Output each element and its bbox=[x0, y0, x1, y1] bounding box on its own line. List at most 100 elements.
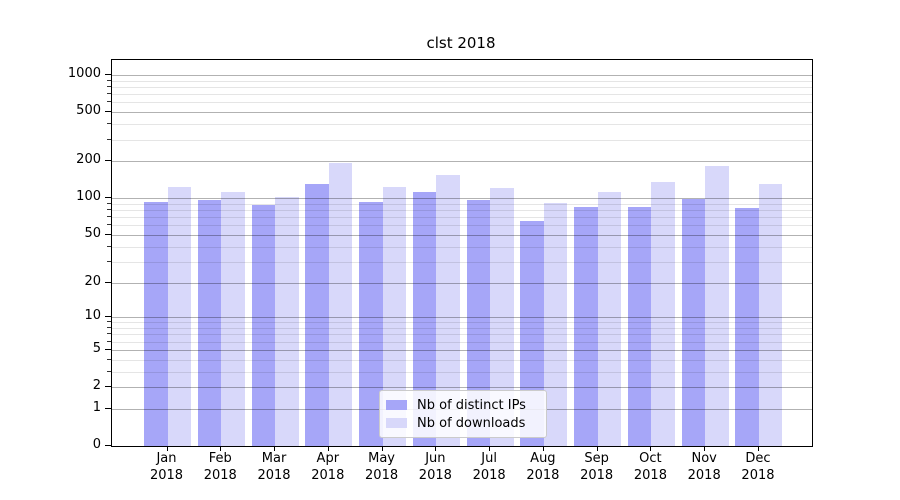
bar-distinct-ips-dec bbox=[735, 208, 759, 446]
x-tick-month-text: Oct bbox=[639, 451, 662, 466]
y-minor-tick-mark-8 bbox=[107, 327, 111, 328]
y-tick-label-2: 2 bbox=[92, 378, 101, 393]
bar-distinct-ips-jun bbox=[412, 192, 437, 446]
x-tick-year-text: 2018 bbox=[418, 468, 452, 483]
minor-gridline-60 bbox=[112, 225, 812, 227]
x-tick-month-text: Apr bbox=[316, 451, 340, 466]
x-tick-year-text: 2018 bbox=[365, 468, 399, 483]
x-tick-mark-may bbox=[381, 446, 383, 451]
x-tick-month-text: Jul bbox=[481, 451, 497, 466]
y-minor-tick-mark-700 bbox=[107, 93, 111, 95]
major-gridline-5 bbox=[112, 349, 812, 351]
y-minor-tick-mark-70 bbox=[107, 216, 111, 218]
x-tick-label-aug: Aug 2018 bbox=[515, 450, 571, 484]
minor-gridline-30 bbox=[112, 261, 812, 263]
minor-gridline-9 bbox=[112, 322, 812, 324]
x-tick-mark-jan bbox=[166, 446, 168, 451]
y-tick-mark-20 bbox=[105, 281, 111, 283]
x-tick-label-sep: Sep 2018 bbox=[569, 450, 625, 484]
y-tick-mark-10 bbox=[105, 316, 111, 318]
legend-label-distinct-ips: Nb of distinct IPs bbox=[417, 397, 526, 413]
legend-swatch-distinct-ips-icon bbox=[386, 400, 407, 410]
x-tick-label-jan: Jan 2018 bbox=[139, 450, 195, 484]
y-tick-mark-50 bbox=[105, 233, 111, 235]
major-gridline-20 bbox=[112, 282, 812, 284]
y-tick-mark-1000 bbox=[105, 74, 111, 75]
x-tick-year-text: 2018 bbox=[203, 468, 237, 483]
bar-distinct-ips-sep bbox=[574, 206, 598, 446]
y-minor-tick-mark-90 bbox=[107, 202, 111, 204]
y-tick-mark-200 bbox=[105, 160, 111, 162]
x-tick-month-text: Nov bbox=[691, 451, 717, 466]
y-tick-label-10: 10 bbox=[84, 308, 101, 324]
y-minor-tick-mark-4 bbox=[107, 358, 111, 360]
x-tick-mark-aug bbox=[542, 446, 544, 451]
major-gridline-10 bbox=[112, 317, 812, 319]
y-minor-tick-mark-400 bbox=[107, 123, 111, 125]
bar-distinct-ips-may bbox=[359, 202, 383, 446]
major-gridline-200 bbox=[112, 161, 812, 163]
minor-gridline-900 bbox=[112, 80, 812, 82]
bar-distinct-ips-mar bbox=[251, 204, 276, 446]
y-tick-mark-0 bbox=[105, 445, 111, 446]
y-minor-tick-mark-3 bbox=[107, 370, 111, 372]
minor-gridline-80 bbox=[112, 210, 812, 211]
x-tick-year-text: 2018 bbox=[311, 468, 345, 483]
minor-gridline-7 bbox=[112, 334, 812, 336]
y-minor-tick-mark-80 bbox=[107, 209, 111, 210]
y-tick-label-0: 0 bbox=[92, 437, 101, 452]
x-tick-label-feb: Feb 2018 bbox=[192, 450, 248, 484]
minor-gridline-90 bbox=[112, 203, 812, 205]
y-tick-mark-2 bbox=[105, 386, 111, 387]
x-tick-label-oct: Oct 2018 bbox=[622, 450, 678, 484]
x-tick-label-may: May 2018 bbox=[354, 450, 410, 484]
bar-downloads-aug bbox=[543, 202, 568, 446]
x-tick-month-text: Jan bbox=[156, 451, 177, 466]
minor-gridline-3 bbox=[112, 371, 812, 373]
y-tick-mark-1 bbox=[105, 407, 111, 409]
y-tick-label-100: 100 bbox=[76, 189, 101, 205]
y-tick-mark-5 bbox=[105, 348, 111, 350]
major-gridline-50 bbox=[112, 234, 812, 236]
x-tick-mark-feb bbox=[220, 446, 222, 451]
legend: Nb of distinct IPs Nb of downloads bbox=[379, 390, 547, 438]
x-tick-month-text: Mar bbox=[261, 451, 287, 466]
major-gridline-500 bbox=[112, 112, 812, 114]
x-tick-mark-mar bbox=[274, 446, 275, 451]
y-tick-mark-500 bbox=[105, 111, 111, 113]
y-minor-tick-mark-900 bbox=[107, 79, 111, 81]
bar-distinct-ips-feb bbox=[197, 199, 222, 446]
x-tick-year-text: 2018 bbox=[472, 468, 506, 483]
x-tick-label-mar: Mar 2018 bbox=[246, 450, 302, 484]
bar-downloads-apr bbox=[328, 163, 353, 446]
x-tick-year-text: 2018 bbox=[149, 468, 184, 483]
bar-downloads-feb bbox=[221, 192, 245, 446]
bar-distinct-ips-aug bbox=[520, 221, 544, 446]
y-minor-tick-mark-600 bbox=[107, 101, 111, 103]
bar-downloads-jul bbox=[490, 188, 514, 446]
y-minor-tick-mark-30 bbox=[107, 260, 111, 262]
minor-gridline-4 bbox=[112, 359, 812, 361]
y-minor-tick-mark-40 bbox=[107, 245, 111, 247]
bar-downloads-jan bbox=[167, 187, 191, 446]
y-tick-label-20: 20 bbox=[84, 273, 101, 289]
minor-gridline-70 bbox=[112, 217, 812, 219]
x-tick-year-text: 2018 bbox=[526, 468, 560, 483]
x-tick-label-nov: Nov 2018 bbox=[676, 450, 732, 484]
x-tick-mark-apr bbox=[327, 446, 329, 451]
x-tick-month-text: Feb bbox=[208, 451, 232, 466]
bar-downloads-sep bbox=[597, 192, 622, 446]
y-minor-tick-mark-9 bbox=[107, 321, 111, 323]
chart-title: clst 2018 bbox=[426, 34, 496, 52]
y-minor-tick-mark-7 bbox=[107, 333, 111, 335]
x-tick-mark-jun bbox=[435, 446, 437, 451]
bar-downloads-jun bbox=[436, 174, 460, 446]
x-tick-month-text: Jun bbox=[425, 451, 446, 466]
minor-gridline-800 bbox=[112, 87, 812, 88]
x-tick-label-jul: Jul 2018 bbox=[461, 450, 517, 484]
x-tick-year-text: 2018 bbox=[580, 468, 614, 483]
minor-gridline-700 bbox=[112, 94, 812, 96]
y-minor-tick-mark-300 bbox=[107, 138, 111, 140]
minor-gridline-40 bbox=[112, 246, 812, 248]
minor-gridline-6 bbox=[112, 341, 812, 343]
